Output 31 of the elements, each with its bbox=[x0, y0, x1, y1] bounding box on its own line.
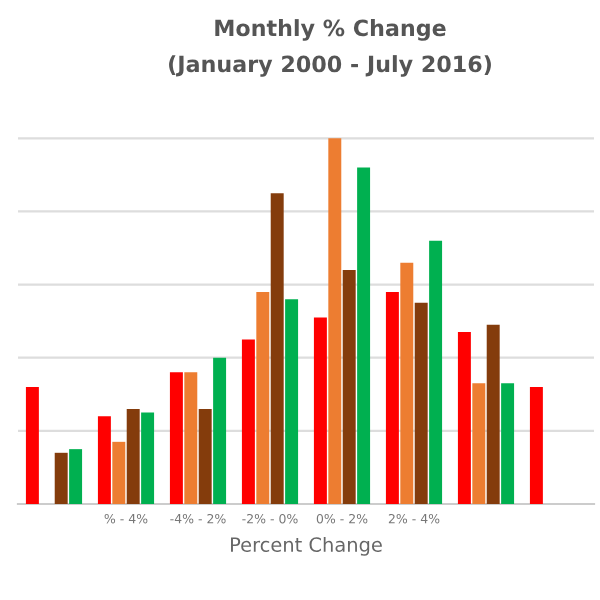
bar bbox=[270, 193, 284, 504]
bar bbox=[501, 383, 515, 504]
bar bbox=[486, 324, 500, 504]
x-axis-title: Percent Change bbox=[231, 536, 382, 556]
bar bbox=[241, 339, 255, 504]
bar bbox=[328, 138, 342, 504]
bar bbox=[472, 383, 486, 504]
bar bbox=[25, 386, 39, 504]
chart-title: Monthly % Change bbox=[215, 19, 446, 41]
bar bbox=[342, 269, 356, 504]
bar bbox=[400, 262, 414, 504]
bar bbox=[256, 291, 270, 504]
bar bbox=[54, 452, 68, 504]
bar bbox=[69, 449, 83, 504]
bar bbox=[213, 357, 227, 504]
bar bbox=[457, 332, 471, 504]
bar bbox=[285, 299, 299, 504]
bar bbox=[313, 317, 327, 504]
bar bbox=[169, 372, 183, 504]
bar bbox=[97, 416, 111, 504]
bar bbox=[126, 408, 140, 504]
bar bbox=[357, 167, 371, 504]
bar bbox=[112, 441, 126, 504]
bar bbox=[529, 386, 543, 504]
bar bbox=[429, 240, 443, 504]
bar bbox=[184, 372, 198, 504]
bar bbox=[141, 412, 155, 504]
bar bbox=[385, 291, 399, 504]
chart-subtitle: (January 2000 - July 2016) bbox=[169, 55, 491, 77]
bar bbox=[198, 408, 212, 504]
bar bbox=[414, 302, 428, 504]
